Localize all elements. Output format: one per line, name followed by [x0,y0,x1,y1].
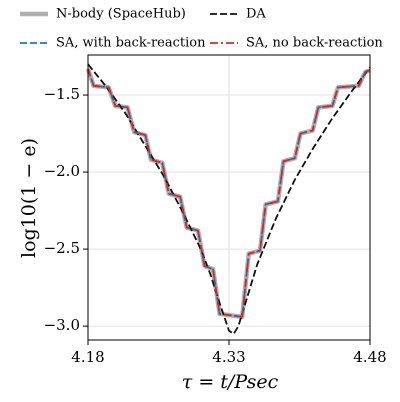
y-axis-label: log10(1 − e) [18,138,40,258]
y-tick-label: −1.5 [44,85,80,103]
plot-frame [87,54,371,341]
series-line [87,63,371,335]
series-line [87,68,371,318]
y-tick-label: −2.5 [44,239,80,257]
x-tick-label: 4.48 [353,348,386,366]
x-tick-label: 4.33 [212,348,245,366]
y-tick-label: −3.0 [44,316,80,334]
legend-label: SA, no back-reaction [246,36,383,51]
x-tick-label: 4.18 [71,348,104,366]
y-tick-label: −2.0 [44,162,80,180]
x-axis-label: τ = t/Psec [182,371,279,393]
legend-label: N-body (SpaceHub) [56,7,186,22]
legend-label: SA, with back-reaction [56,36,206,51]
legend-label: DA [246,7,266,22]
